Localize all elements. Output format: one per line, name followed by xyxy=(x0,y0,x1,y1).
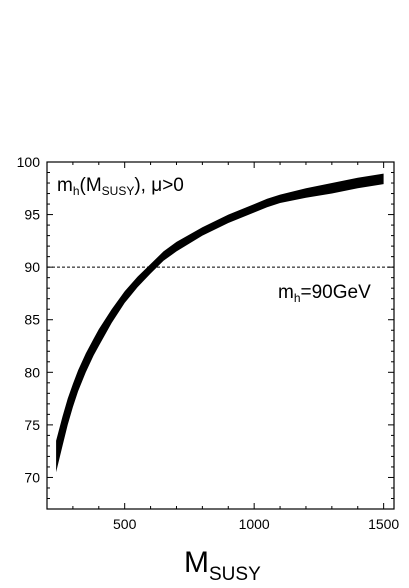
x-tick-label: 500 xyxy=(113,516,137,532)
y-tick-label: 80 xyxy=(24,364,40,380)
annotation-mh-90gev: mh=90GeV xyxy=(278,282,371,305)
x-axis-label: MSUSY xyxy=(184,546,261,585)
y-tick-label: 85 xyxy=(24,312,40,328)
x-axis: 500 1000 1500 xyxy=(72,162,399,532)
y-tick-label: 70 xyxy=(24,469,40,485)
y-tick-label: 95 xyxy=(24,207,40,223)
plot-frame xyxy=(46,161,395,510)
mh-band xyxy=(56,173,384,473)
y-tick-label: 75 xyxy=(24,417,40,433)
annotation-mh-msusy: mh(MSUSY), μ>0 xyxy=(57,175,184,198)
y-axis: 70 75 80 85 90 95 100 xyxy=(17,154,394,510)
x-tick-label: 1500 xyxy=(368,516,399,532)
x-tick-label: 1000 xyxy=(239,516,270,532)
y-tick-label: 100 xyxy=(17,154,41,170)
y-tick-label: 90 xyxy=(24,259,40,275)
